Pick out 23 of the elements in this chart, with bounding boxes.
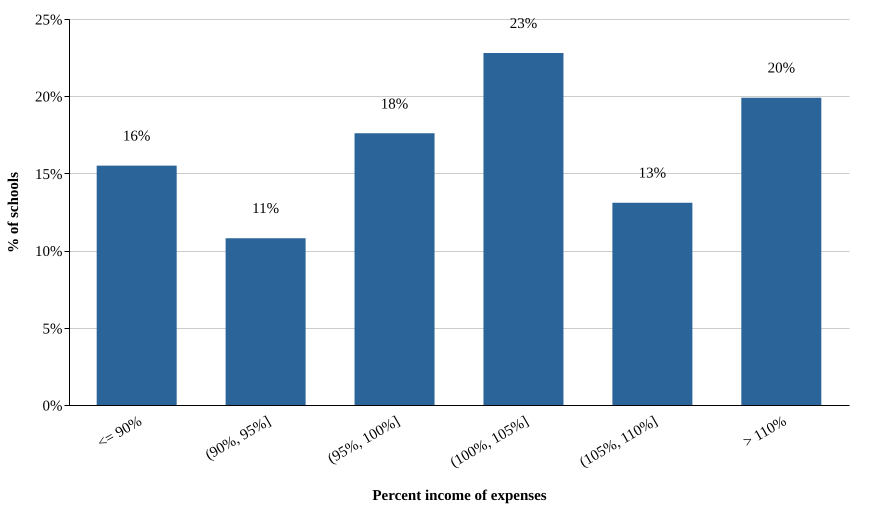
y-tick-label: 15% <box>35 166 62 183</box>
y-tick-label: 20% <box>35 90 62 106</box>
y-tick-label: 10% <box>35 244 62 260</box>
data-label: 18% <box>380 96 408 112</box>
bar <box>483 52 564 405</box>
x-axis-title: Percent income of expenses <box>372 488 547 504</box>
data-label: 20% <box>768 60 796 77</box>
y-tick-label: 25% <box>35 12 62 28</box>
data-label: 16% <box>122 128 150 145</box>
x-tick-label: > 110% <box>740 414 790 451</box>
data-label: 13% <box>638 166 666 182</box>
x-tick-label: (90%, 95%] <box>202 414 274 464</box>
y-axis-title: % of schools <box>6 172 22 253</box>
bar <box>354 133 435 405</box>
bar <box>741 98 822 405</box>
data-label: 23% <box>510 16 538 32</box>
x-tick-label: <= 90% <box>94 414 145 452</box>
bar <box>612 202 692 405</box>
bar <box>96 166 177 405</box>
y-tick-label: 5% <box>42 321 62 338</box>
y-tick-label: 0% <box>42 398 62 414</box>
data-label: 11% <box>252 201 280 218</box>
bar <box>226 238 306 405</box>
